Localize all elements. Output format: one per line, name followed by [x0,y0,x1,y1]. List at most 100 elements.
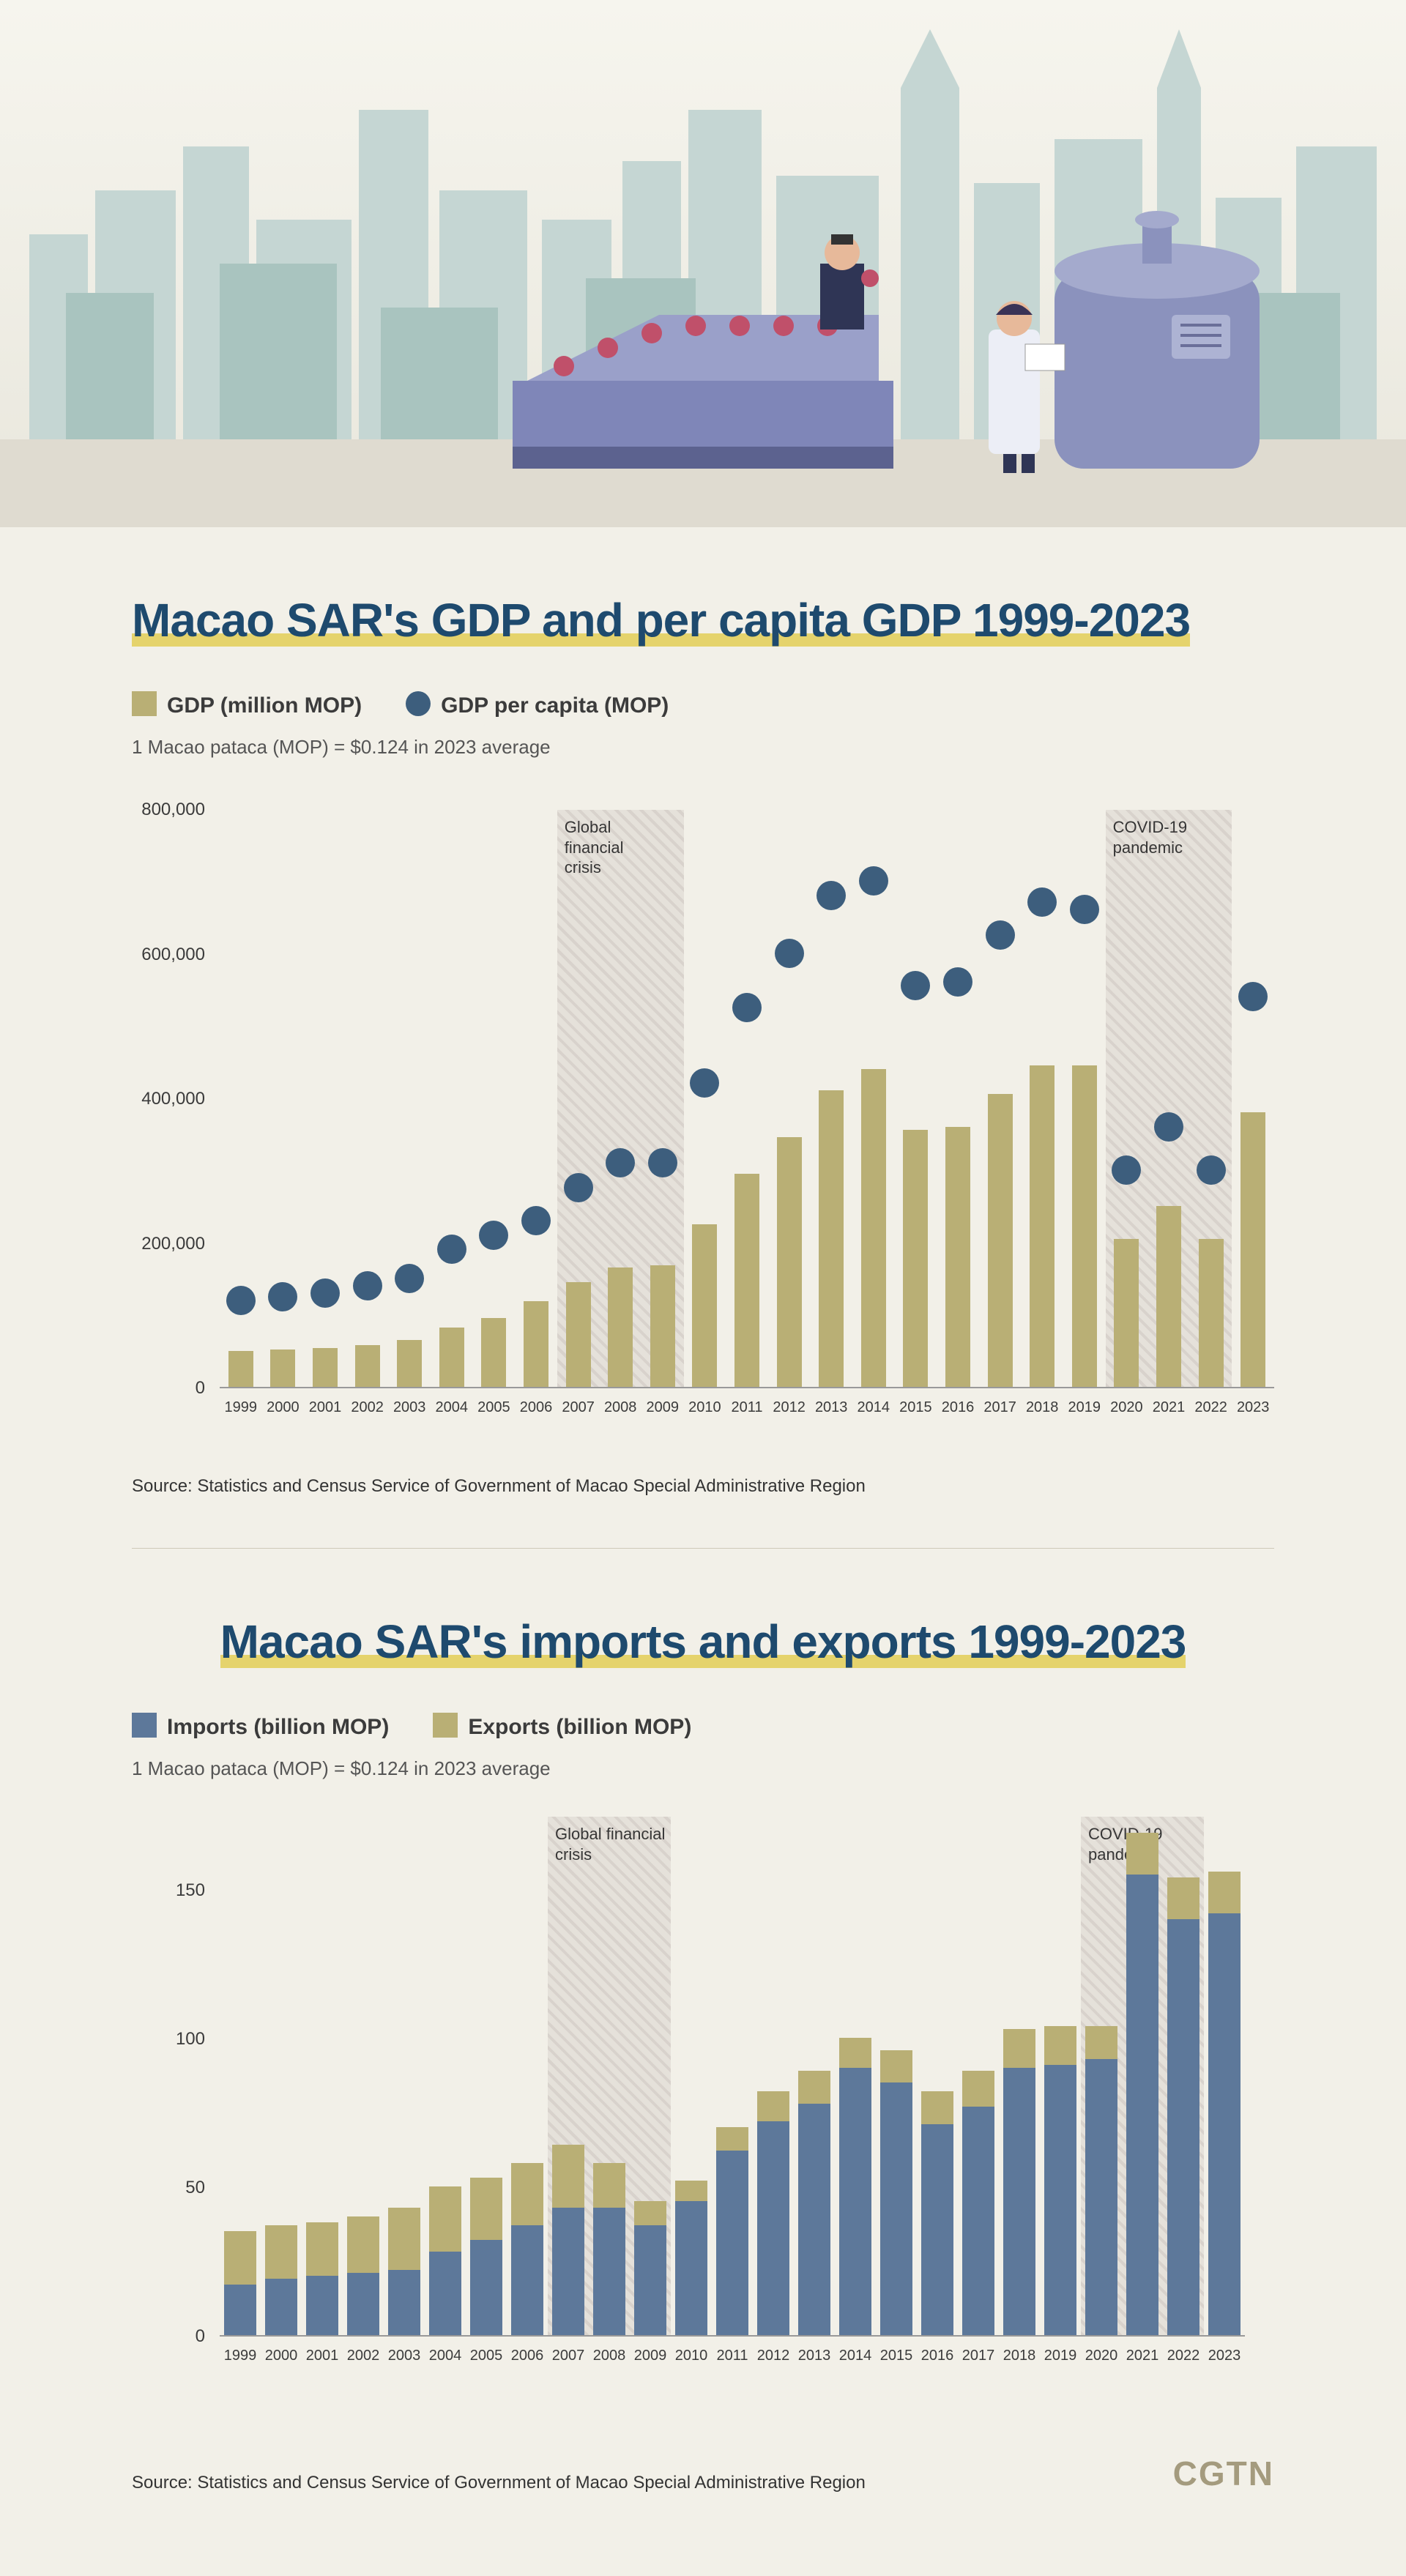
gdp-bar [692,1224,717,1387]
gdp-bar [1156,1206,1181,1387]
exports-segment [1044,2026,1076,2065]
xlabel: 2021 [1120,2348,1164,2364]
xlabel: 2015 [893,1399,937,1416]
xlabel: 2020 [1104,1399,1148,1416]
exports-segment [470,2178,502,2240]
gdp-pc-dot [1238,982,1268,1011]
gdp-pc-dot [521,1206,551,1235]
gdp-bar [819,1090,844,1387]
xlabel: 2003 [387,1399,431,1416]
trade-bar [552,2145,584,2335]
trade-bar [1126,1833,1158,2335]
xlabel: 2016 [936,1399,980,1416]
gdp-pc-dot [690,1068,719,1098]
exports-segment [265,2225,297,2279]
xlabel: 2001 [300,2348,344,2364]
exchange-note-1: 1 Macao pataca (MOP) = $0.124 in 2023 av… [132,736,1274,759]
imports-segment [1003,2068,1035,2335]
imports-segment [470,2240,502,2335]
trade-bar [798,2071,830,2335]
ytick: 600,000 [132,945,205,965]
trade-bar [224,2231,256,2335]
ytick: 400,000 [132,1089,205,1109]
gdp-bar [524,1301,548,1387]
exports-segment [716,2127,748,2151]
gdp-bar [1072,1065,1097,1387]
gdp-title: Macao SAR's GDP and per capita GDP 1999-… [132,593,1274,647]
gdp-bar [608,1267,633,1387]
gdp-pc-dot [1027,887,1057,917]
imports-segment [224,2285,256,2335]
gdp-bar [650,1265,675,1387]
xlabel: 2002 [341,2348,385,2364]
gdp-bar [270,1350,295,1387]
xlabel: 2007 [546,2348,590,2364]
trade-bar [470,2178,502,2335]
imports-segment [1208,1913,1241,2335]
trade-bar [757,2091,789,2335]
imports-segment [1167,1919,1199,2335]
gdp-panel: Macao SAR's GDP and per capita GDP 1999-… [0,527,1406,1548]
gdp-pc-dot [859,866,888,896]
gdp-chart: 0200,000400,000600,000800,000 Global fin… [132,788,1274,1432]
gdp-pc-dot [943,967,972,997]
gdp-pc-dot [564,1173,593,1202]
xlabel: 2015 [874,2348,918,2364]
xlabel: 2023 [1231,1399,1275,1416]
gdp-pc-dot [817,881,846,910]
imports-segment [757,2121,789,2335]
gdp-bar [903,1130,928,1387]
hero-illustration [0,0,1406,527]
brand-logo: CGTN [1173,2454,1274,2493]
trade-bar [306,2222,338,2335]
imports-segment [675,2201,707,2335]
xlabel: 2004 [430,1399,474,1416]
trade-bar [962,2071,994,2335]
gdp-bar [228,1351,253,1387]
trade-bar [921,2091,953,2335]
imports-segment [388,2270,420,2335]
gdp-legend: GDP (million MOP) GDP per capita (MOP) [132,691,1274,718]
gdp-bar [861,1069,886,1388]
trade-bar [347,2216,379,2335]
trade-bar [880,2050,912,2335]
imports-segment [839,2068,871,2335]
exports-segment [757,2091,789,2121]
exports-segment [593,2163,625,2208]
xlabel: 1999 [218,2348,262,2364]
trade-bar [388,2208,420,2335]
xlabel: 2023 [1202,2348,1246,2364]
gdp-bar [313,1348,338,1387]
xlabel: 2012 [751,2348,795,2364]
exports-segment [306,2222,338,2276]
exports-segment [552,2145,584,2207]
legend-exports: Exports (billion MOP) [433,1713,691,1740]
xlabel: 2019 [1063,1399,1106,1416]
imports-segment [921,2124,953,2335]
imports-segment [798,2104,830,2335]
gdp-pc-dot [775,939,804,968]
exchange-note-2: 1 Macao pataca (MOP) = $0.124 in 2023 av… [132,1757,1274,1780]
exports-segment [880,2050,912,2083]
legend-gdp-pc-dot: GDP per capita (MOP) [406,691,669,718]
gdp-pc-dot [648,1148,677,1177]
legend-gdp-bar: GDP (million MOP) [132,691,362,718]
trade-bar [675,2181,707,2335]
exports-segment [511,2163,543,2225]
xlabel: 2009 [641,1399,685,1416]
gdp-pc-dot [226,1286,256,1315]
trade-panel: Macao SAR's imports and exports 1999-202… [0,1549,1406,2432]
imports-segment [634,2225,666,2335]
gdp-bar [988,1094,1013,1387]
xlabel: 2022 [1189,1399,1233,1416]
gdp-pc-dot [437,1235,466,1264]
xlabel: 2017 [956,2348,1000,2364]
trade-legend: Imports (billion MOP) Exports (billion M… [132,1713,1274,1740]
imports-segment [593,2208,625,2335]
xlabel: 2011 [710,2348,754,2364]
trade-title: Macao SAR's imports and exports 1999-202… [132,1615,1274,1669]
xlabel: 2004 [423,2348,467,2364]
exports-segment [675,2181,707,2201]
ytick: 50 [132,2178,205,2198]
xlabel: 2021 [1147,1399,1191,1416]
